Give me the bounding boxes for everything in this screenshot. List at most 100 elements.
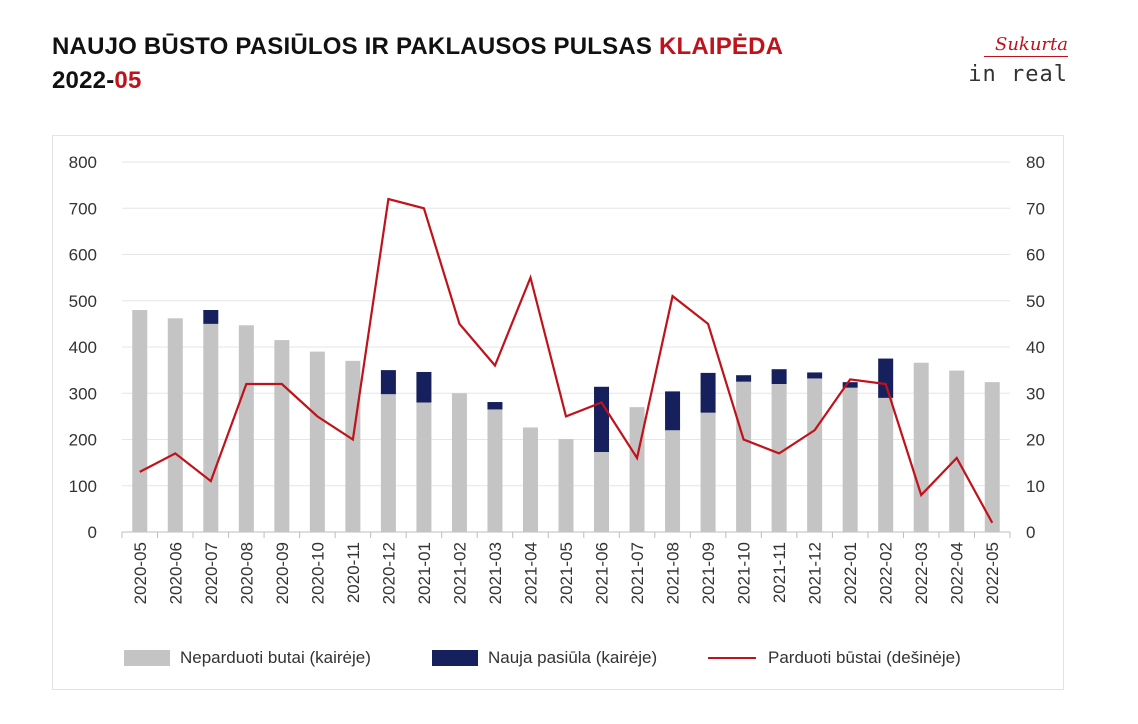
chart-frame — [52, 135, 1064, 690]
bar-unsold — [274, 340, 290, 532]
bar-new-supply — [700, 372, 716, 413]
title-city: KLAIPĖDA — [658, 33, 784, 60]
x-tick-label: 2021-11 — [770, 542, 789, 603]
bar-unsold — [913, 362, 929, 532]
left-tick-label: 0 — [88, 523, 97, 542]
bar-unsold — [309, 351, 325, 532]
right-tick-label: 70 — [1026, 199, 1045, 218]
brand-logo: Sukurta in real — [968, 36, 1068, 87]
x-tick-label: 2020-12 — [379, 542, 398, 604]
gridlines — [122, 161, 1010, 533]
left-tick-label: 600 — [69, 246, 97, 265]
legend-swatch-new-supply — [432, 650, 478, 666]
left-tick-label: 100 — [69, 477, 97, 496]
x-tick-label: 2021-10 — [735, 542, 754, 604]
bars — [132, 310, 1000, 532]
x-tick-label: 2022-02 — [877, 542, 896, 604]
right-tick-label: 0 — [1026, 523, 1035, 542]
title-line-2: 2022-05 — [52, 64, 783, 98]
x-axis-labels: 2020-05 2020-06 2020-07 2020-08 2020-09 2020-… — [121, 532, 1011, 604]
bar-unsold — [238, 325, 254, 532]
left-tick-label: 400 — [69, 338, 97, 357]
x-tick-label: 2021-06 — [593, 542, 612, 604]
bar-new-supply — [878, 358, 894, 398]
bar-new-supply — [842, 382, 858, 388]
right-tick-label: 30 — [1026, 384, 1045, 403]
bar-unsold — [558, 439, 574, 532]
bar-unsold — [345, 360, 361, 532]
left-tick-label: 300 — [69, 384, 97, 403]
period-year: 2022- — [52, 67, 115, 94]
title-main: NAUJO BŪSTO PASIŪLOS IR PAKLAUSOS PULSAS — [52, 33, 659, 60]
bar-unsold — [700, 412, 716, 532]
x-tick-label: 2022-03 — [912, 542, 931, 604]
bar-new-supply — [665, 391, 681, 431]
bar-unsold — [416, 402, 432, 532]
bar-unsold — [451, 393, 467, 532]
left-axis-ticks: 0 100 200 300 400 500 600 700 800 — [69, 153, 97, 542]
x-tick-label: 2020-07 — [202, 542, 221, 604]
bar-new-supply — [594, 386, 610, 452]
x-tick-label: 2022-04 — [948, 542, 967, 604]
x-tick-label: 2021-04 — [521, 542, 540, 604]
right-axis-ticks: 0 10 20 30 40 50 60 70 80 — [1026, 153, 1045, 542]
sold-line-path — [139, 197, 994, 524]
bar-new-supply — [416, 371, 432, 403]
bar-unsold — [949, 370, 965, 532]
brand-wordmark: in real — [968, 62, 1068, 87]
x-tick-label: 2021-02 — [450, 542, 469, 604]
x-tick-label: 2021-05 — [557, 542, 576, 604]
legend-swatch-unsold — [124, 650, 170, 666]
x-tick-label: 2021-07 — [628, 542, 647, 604]
brand-script: Sukurta — [995, 34, 1068, 55]
legend-item-new-supply: Nauja pasiūla (kairėje) — [432, 644, 657, 672]
bar-unsold — [594, 451, 610, 532]
bar-unsold — [842, 387, 858, 532]
x-tick-label: 2021-01 — [415, 542, 434, 604]
right-tick-label: 60 — [1026, 246, 1045, 265]
brand-divider — [984, 56, 1068, 57]
sold-line — [139, 197, 994, 524]
bar-new-supply — [203, 310, 219, 324]
bar-unsold — [487, 409, 503, 532]
bar-unsold — [380, 394, 396, 532]
legend-item-sold: Parduoti būstai (dešinėje) — [708, 644, 961, 672]
bar-unsold — [167, 318, 183, 532]
bar-new-supply — [380, 370, 396, 395]
left-tick-label: 800 — [69, 153, 97, 172]
x-tick-label: 2022-05 — [983, 542, 1002, 604]
legend-label-sold: Parduoti būstai (dešinėje) — [768, 648, 961, 667]
x-tick-label: 2020-09 — [273, 542, 292, 604]
chart-title: NAUJO BŪSTO PASIŪLOS IR PAKLAUSOS PULSAS… — [52, 30, 783, 98]
title-line-1: NAUJO BŪSTO PASIŪLOS IR PAKLAUSOS PULSAS… — [52, 30, 783, 64]
x-tick-label: 2020-06 — [166, 542, 185, 604]
bar-unsold — [629, 407, 645, 532]
left-tick-label: 500 — [69, 292, 97, 311]
x-tick-label: 2020-11 — [344, 542, 363, 603]
bar-unsold — [132, 310, 148, 532]
bar-unsold — [665, 430, 681, 532]
x-tick-label: 2020-10 — [308, 542, 327, 604]
legend-label-new-supply: Nauja pasiūla (kairėje) — [488, 648, 658, 667]
x-tick-label: 2021-12 — [806, 542, 825, 604]
right-tick-label: 20 — [1026, 431, 1045, 450]
bar-new-supply — [487, 402, 503, 410]
legend-swatch-sold — [708, 657, 756, 659]
bar-new-supply — [807, 372, 823, 379]
x-tick-label: 2022-01 — [841, 542, 860, 604]
left-tick-label: 700 — [69, 199, 97, 218]
right-tick-label: 40 — [1026, 338, 1045, 357]
left-tick-label: 200 — [69, 431, 97, 450]
right-tick-label: 80 — [1026, 153, 1045, 172]
period-month: 05 — [114, 67, 142, 94]
x-tick-label: 2020-05 — [131, 542, 150, 604]
x-tick-label: 2021-03 — [486, 542, 505, 604]
bar-new-supply — [736, 375, 752, 382]
right-tick-label: 10 — [1026, 477, 1045, 496]
right-tick-label: 50 — [1026, 292, 1045, 311]
bar-unsold — [807, 378, 823, 532]
x-tick-label: 2020-08 — [237, 542, 256, 604]
x-tick-label: 2021-09 — [699, 542, 718, 604]
bar-unsold — [203, 323, 219, 532]
